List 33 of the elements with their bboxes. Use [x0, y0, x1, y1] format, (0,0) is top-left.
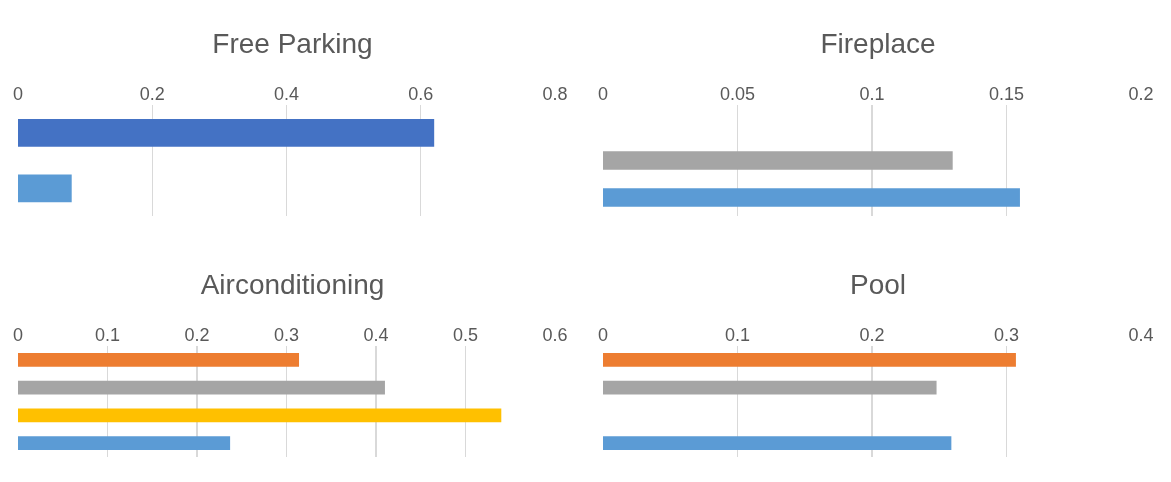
chart-title: Free Parking — [212, 28, 373, 60]
x-tick-label: 0.4 — [363, 325, 389, 346]
bar — [603, 436, 952, 451]
x-tick-label: 0.1 — [724, 325, 751, 346]
x-tick-label: 0.1 — [94, 325, 121, 346]
x-tick-label: 0 — [597, 84, 609, 105]
chart-title: Airconditioning — [200, 269, 385, 301]
x-tick-label: 0.6 — [408, 84, 434, 105]
bar — [603, 352, 1016, 367]
bar — [18, 436, 231, 451]
x-tick-label: 0.2 — [859, 325, 885, 346]
bar — [603, 380, 937, 395]
x-tick-label: 0.6 — [542, 325, 568, 346]
x-tick-label: 0.1 — [859, 84, 885, 105]
bar — [18, 408, 502, 423]
x-tick-label: 0.2 — [139, 84, 165, 105]
x-tick-label: 0 — [12, 325, 24, 346]
chart-title: Pool — [849, 269, 907, 301]
x-tick-label: 0.15 — [988, 84, 1025, 105]
bar — [18, 380, 385, 395]
bar — [18, 352, 300, 367]
x-tick-label: 0.05 — [719, 84, 756, 105]
x-tick-label: 0.3 — [273, 325, 300, 346]
chart-title: Fireplace — [820, 28, 936, 60]
x-tick-label: 0.4 — [1128, 325, 1154, 346]
x-tick-label: 0.4 — [273, 84, 300, 105]
x-tick-label: 0 — [597, 325, 609, 346]
x-tick-label: 0.2 — [1128, 84, 1154, 105]
x-tick-label: 0.5 — [452, 325, 479, 346]
x-tick-label: 0 — [12, 84, 24, 105]
x-tick-label: 0.8 — [542, 84, 568, 105]
x-tick-label: 0.2 — [184, 325, 210, 346]
x-tick-label: 0.3 — [993, 325, 1020, 346]
